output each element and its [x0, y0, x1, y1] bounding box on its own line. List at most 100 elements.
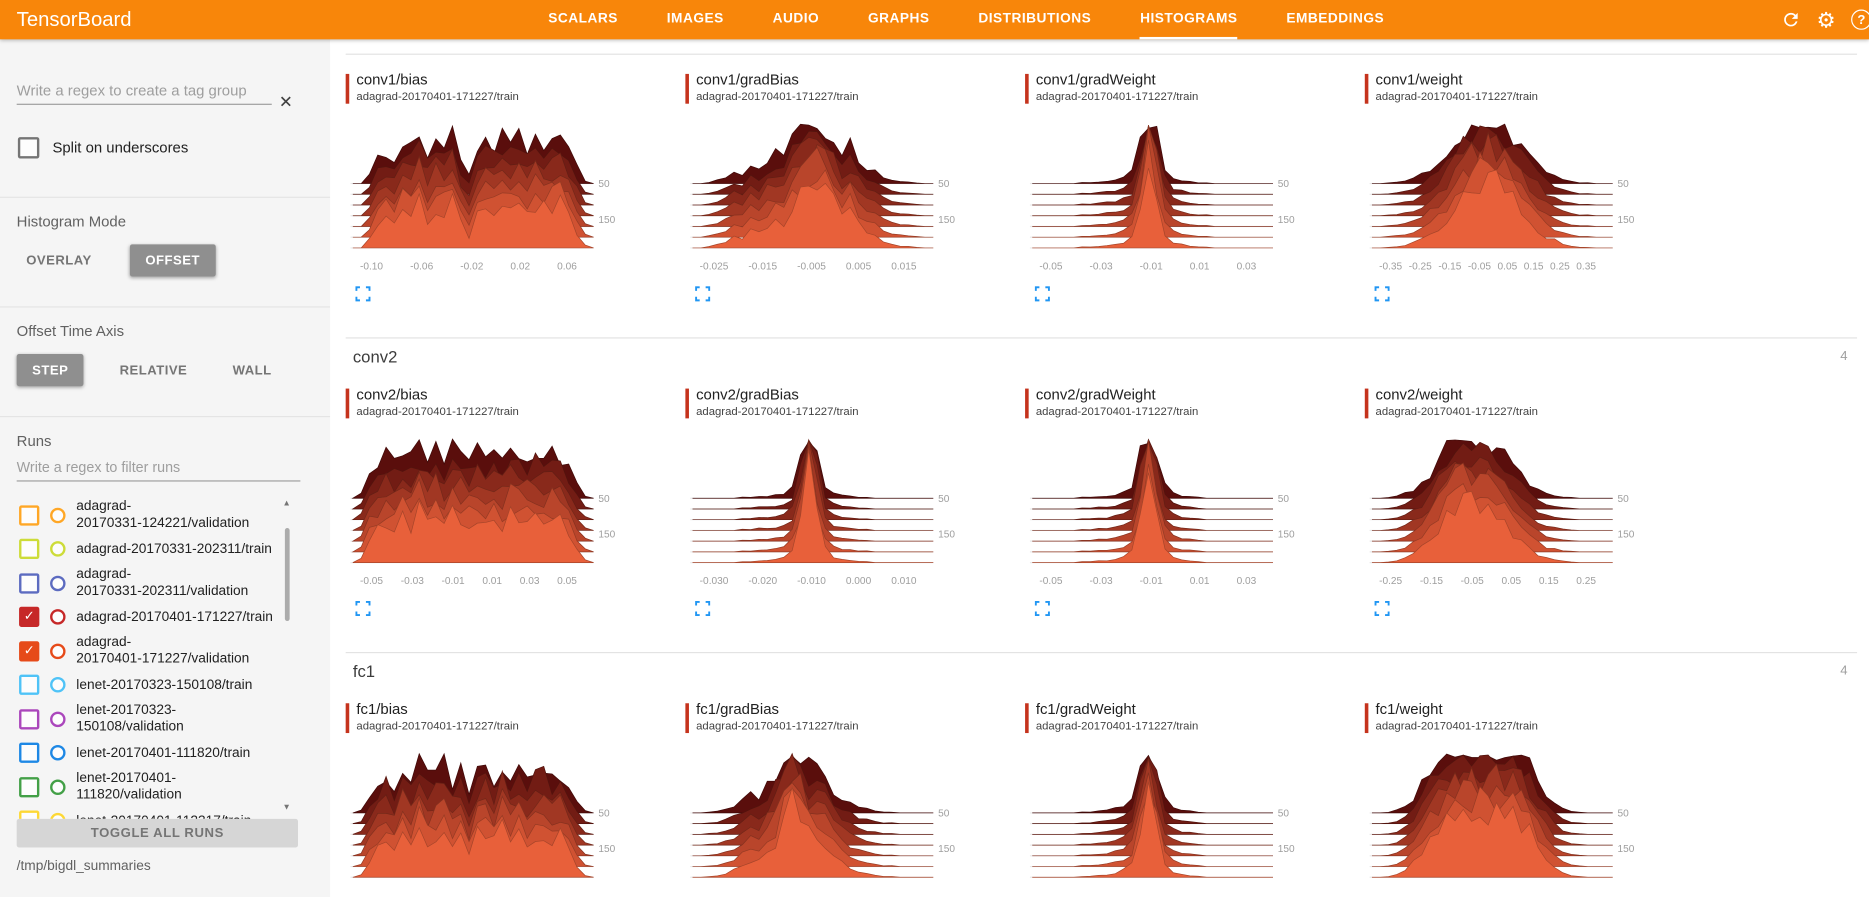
expand-icon[interactable] [695, 286, 711, 307]
run-checkbox[interactable] [19, 572, 40, 594]
option-relative-button[interactable]: RELATIVE [110, 354, 197, 386]
histogram-chart[interactable]: 50 150 [1029, 744, 1304, 885]
run-checkbox[interactable] [19, 810, 40, 819]
runs-filter-input[interactable] [16, 458, 301, 482]
run-color-circle [50, 609, 66, 625]
svg-text:150: 150 [598, 844, 615, 855]
card-title: conv2/gradBias [696, 386, 799, 403]
run-row[interactable]: ✓ adagrad-20170401-171227/train [0, 603, 278, 630]
expand-icon[interactable] [1034, 600, 1050, 622]
svg-text:150: 150 [938, 844, 955, 855]
expand-icon[interactable] [1374, 600, 1390, 622]
card-run-name: adagrad-20170401-171227/train [696, 405, 859, 419]
histogram-card: conv1/gradWeight adagrad-20170401-171227/… [1025, 72, 1349, 316]
runs-scrollbar[interactable]: ▲ ▼ [279, 497, 296, 814]
run-checkbox[interactable] [19, 538, 40, 560]
topbar-icons: ⚙ ? [1781, 0, 1869, 39]
x-axis-ticks: -0.25 -0.15 -0.05 0.05 0.15 0.25 [1379, 574, 1597, 587]
histogram-chart[interactable]: 50 150 [1369, 114, 1644, 255]
histogram-chart[interactable]: 50 150 [1029, 429, 1304, 570]
histogram-card: fc1/bias adagrad-20170401-171227/train 50 1… [345, 701, 670, 897]
tab-distributions[interactable]: DISTRIBUTIONS [978, 11, 1092, 26]
run-checkbox[interactable] [19, 776, 40, 797]
tab-graphs[interactable]: GRAPHS [868, 11, 930, 26]
section-name: fc1 [352, 661, 376, 681]
help-icon[interactable]: ? [1851, 9, 1869, 30]
run-row[interactable]: lenet-20170323-150108/train [0, 671, 278, 698]
sidebar-divider [0, 196, 331, 198]
histogram-chart[interactable]: 50 150 [690, 114, 964, 255]
tag-filter-input[interactable] [16, 82, 272, 105]
histogram-card: conv2/gradWeight adagrad-20170401-171227/… [1025, 386, 1349, 630]
run-checkbox[interactable] [19, 708, 40, 730]
option-overlay-button[interactable]: OVERLAY [17, 244, 102, 276]
expand-icon[interactable] [695, 600, 711, 622]
tab-embeddings[interactable]: EMBEDDINGS [1286, 11, 1385, 26]
card-run-name: adagrad-20170401-171227/train [1035, 719, 1199, 734]
svg-text:150: 150 [598, 215, 615, 226]
run-row[interactable]: ✓ adagrad- 20170401-171227/validation [0, 631, 278, 672]
ridge-plot [692, 752, 934, 878]
run-checkbox[interactable] [19, 504, 40, 526]
run-color-accent [1364, 73, 1369, 104]
tab-scalars[interactable]: SCALARS [548, 11, 618, 26]
run-row[interactable]: lenet-20170401-111820/train [0, 739, 278, 766]
run-row[interactable]: adagrad- 20170331-124221/validation [0, 495, 278, 536]
run-row[interactable]: adagrad-20170331-202311/train [0, 535, 278, 562]
x-axis-ticks: -0.05 -0.03 -0.01 0.01 0.03 [1039, 259, 1257, 272]
toggle-all-runs-button[interactable]: TOGGLE ALL RUNS [16, 818, 298, 848]
expand-icon[interactable] [355, 286, 371, 307]
histogram-chart[interactable]: 50 150 [1029, 114, 1304, 255]
run-label: lenet-20170401-111820/train [76, 745, 251, 761]
histogram-chart[interactable]: 50 150 [350, 114, 624, 255]
section-header-fc1[interactable]: fc1 4 [345, 652, 1858, 681]
run-row[interactable]: lenet-20170401-112317/train [0, 807, 278, 819]
svg-text:150: 150 [1617, 215, 1634, 226]
run-color-circle [50, 677, 66, 693]
tab-audio[interactable]: AUDIO [772, 11, 820, 26]
expand-icon[interactable] [1374, 286, 1390, 307]
settings-icon[interactable]: ⚙ [1816, 7, 1836, 32]
svg-text:50: 50 [938, 494, 950, 505]
run-row[interactable]: lenet-20170401-111820/validation [0, 767, 278, 808]
card-row-fc1: fc1/bias adagrad-20170401-171227/train 50 1… [345, 700, 1857, 897]
expand-icon[interactable] [355, 600, 371, 622]
split-underscores-checkbox[interactable]: Split on underscores [17, 137, 188, 159]
histogram-card: conv1/weight adagrad-20170401-171227/trai… [1364, 72, 1689, 316]
run-checkbox[interactable] [19, 742, 40, 764]
histogram-chart[interactable]: 50 150 [690, 429, 964, 570]
card-run-name: adagrad-20170401-171227/train [696, 719, 859, 734]
histogram-chart[interactable]: 50 150 [690, 744, 964, 885]
scrollbar-thumb[interactable] [284, 528, 290, 622]
run-row[interactable]: lenet-20170323-150108/validation [0, 699, 278, 740]
histogram-card: conv2/weight adagrad-20170401-171227/trai… [1364, 386, 1689, 630]
svg-text:50: 50 [1617, 494, 1629, 505]
option-step-button[interactable]: STEP [16, 354, 84, 387]
card-title: fc1/gradBias [696, 700, 779, 718]
tab-histograms[interactable]: HISTOGRAMS [1140, 0, 1238, 40]
run-checkbox[interactable]: ✓ [19, 606, 40, 628]
card-run-name: adagrad-20170401-171227/train [1375, 405, 1538, 419]
card-run-name: adagrad-20170401-171227/train [1375, 719, 1538, 734]
topbar: TensorBoard SCALARS IMAGES AUDIO GRAPHS DIST… [0, 0, 1869, 40]
scroll-up-icon[interactable]: ▲ [282, 499, 291, 508]
run-checkbox[interactable] [19, 674, 40, 696]
checkbox-icon[interactable] [17, 137, 40, 159]
section-count: 4 [1840, 349, 1848, 364]
refresh-icon[interactable] [1781, 10, 1801, 30]
scroll-down-icon[interactable]: ▼ [282, 803, 291, 812]
option-offset-button[interactable]: OFFSET [129, 244, 216, 277]
run-checkbox[interactable]: ✓ [19, 640, 40, 662]
run-row[interactable]: adagrad- 20170331-202311/validation [0, 563, 278, 604]
histogram-chart[interactable]: 50 150 [350, 429, 624, 570]
clear-tag-filter-icon[interactable]: ✕ [278, 91, 293, 111]
card-title: conv1/bias [356, 71, 428, 89]
section-name: conv2 [352, 346, 398, 366]
tab-images[interactable]: IMAGES [666, 11, 724, 26]
histogram-chart[interactable]: 50 150 [1369, 744, 1644, 885]
expand-icon[interactable] [1034, 286, 1050, 307]
histogram-chart[interactable]: 50 150 [350, 744, 624, 885]
histogram-chart[interactable]: 50 150 [1369, 429, 1644, 570]
section-header-conv2[interactable]: conv2 4 [345, 337, 1858, 366]
option-wall-button[interactable]: WALL [223, 354, 281, 386]
